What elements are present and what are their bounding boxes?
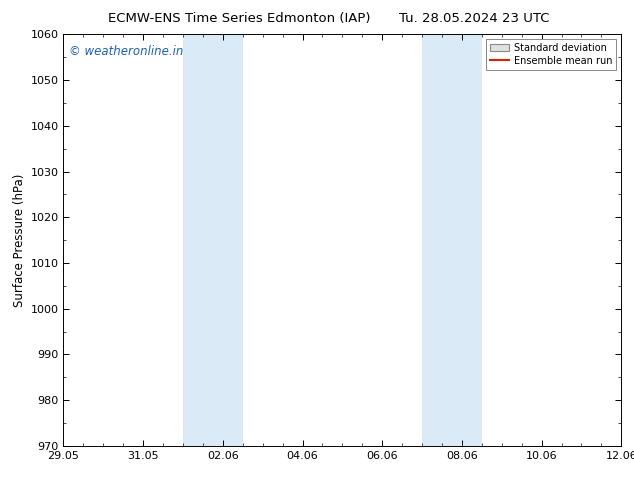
Text: Tu. 28.05.2024 23 UTC: Tu. 28.05.2024 23 UTC <box>399 12 550 25</box>
Text: © weatheronline.in: © weatheronline.in <box>69 45 183 58</box>
Bar <box>183 34 243 446</box>
Text: ECMW-ENS Time Series Edmonton (IAP): ECMW-ENS Time Series Edmonton (IAP) <box>108 12 370 25</box>
Legend: Standard deviation, Ensemble mean run: Standard deviation, Ensemble mean run <box>486 39 616 70</box>
Bar <box>422 34 482 446</box>
Y-axis label: Surface Pressure (hPa): Surface Pressure (hPa) <box>13 173 26 307</box>
